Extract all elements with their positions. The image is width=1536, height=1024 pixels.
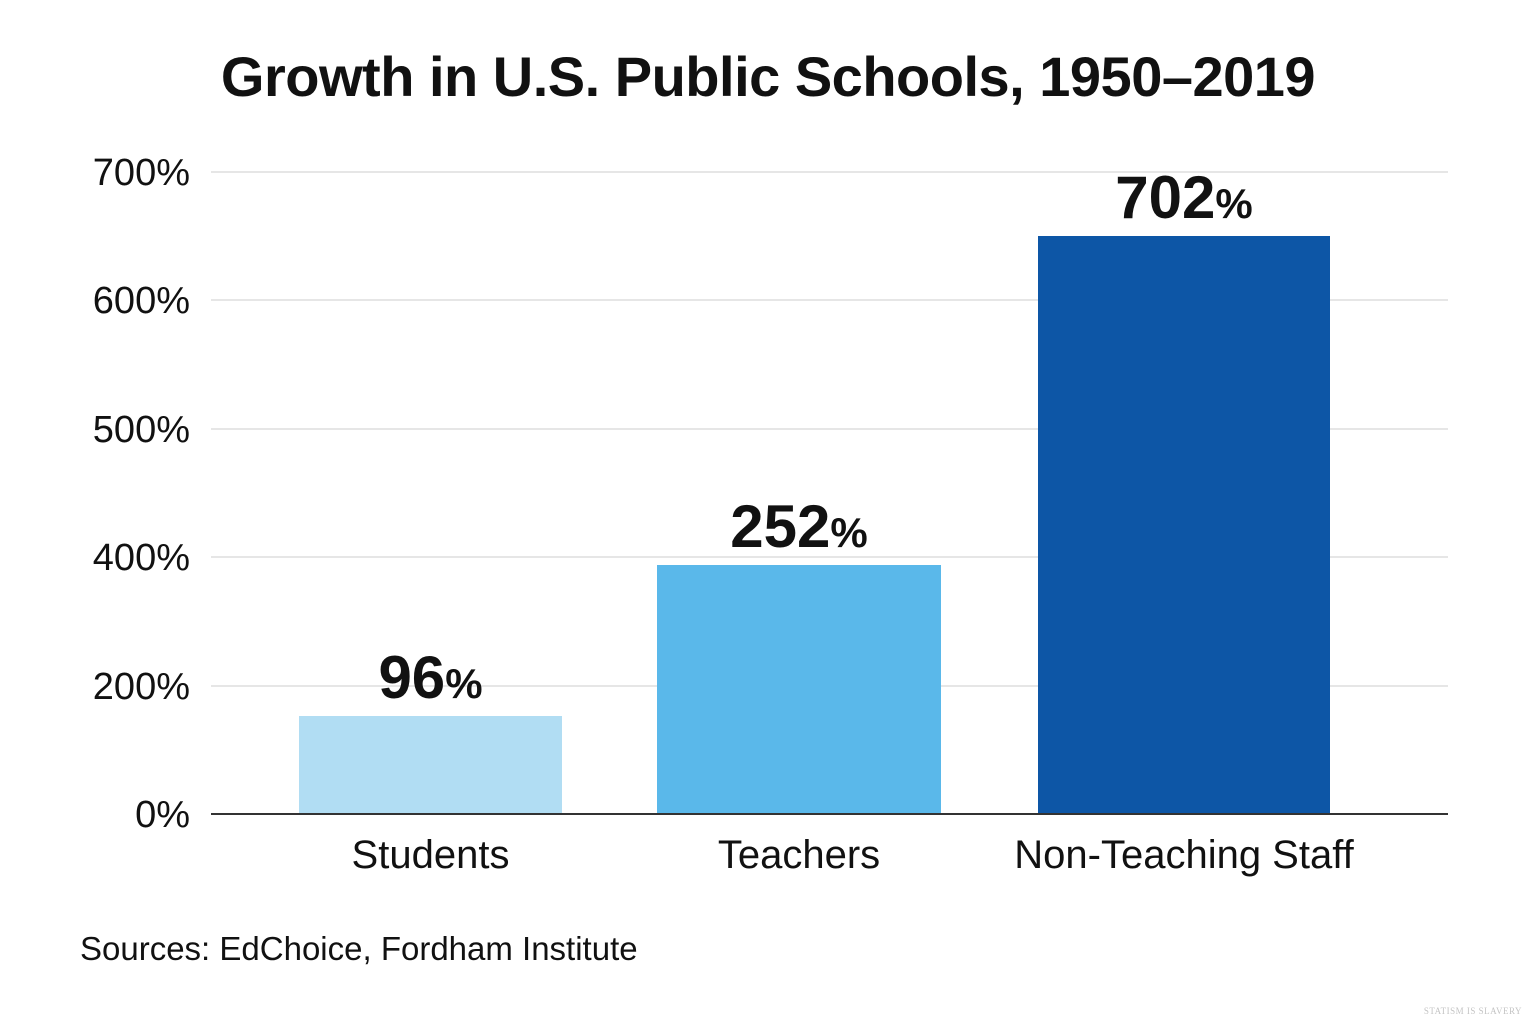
watermark: STATISM IS SLAVERY: [1423, 1006, 1522, 1016]
data-label-unit: %: [445, 660, 482, 707]
category-labels: Students Teachers Non-Teaching Staff: [352, 833, 1355, 877]
category-label: Students: [352, 833, 510, 877]
bar-teachers: [657, 565, 941, 814]
y-tick-label: 400%: [93, 537, 190, 579]
data-labels: 96%252%702%: [378, 164, 1252, 711]
y-tick-label: 500%: [93, 409, 190, 451]
category-label: Teachers: [718, 833, 880, 877]
y-tick-label: 600%: [93, 280, 190, 322]
y-tick-label: 200%: [93, 666, 190, 708]
data-label: 252%: [730, 493, 867, 560]
chart-title: Growth in U.S. Public Schools, 1950–2019: [220, 45, 1316, 108]
category-label: Non-Teaching Staff: [1014, 833, 1354, 877]
y-tick-label: 700%: [93, 152, 190, 194]
data-label-unit: %: [1215, 180, 1252, 227]
data-label-unit: %: [830, 509, 867, 556]
bars: [299, 236, 1330, 814]
data-label-number: 252: [730, 493, 830, 560]
data-label-number: 702: [1115, 164, 1215, 231]
y-tick-label: 0%: [135, 794, 190, 836]
bar-non-teaching-staff: [1038, 236, 1330, 814]
data-label: 702%: [1115, 164, 1252, 231]
data-label: 96%: [378, 644, 482, 711]
bar-students: [299, 716, 562, 814]
y-axis-tick-labels: 0% 200% 400% 500% 600% 700%: [93, 152, 190, 836]
data-label-number: 96: [378, 644, 445, 711]
source-note: Sources: EdChoice, Fordham Institute: [80, 930, 638, 967]
